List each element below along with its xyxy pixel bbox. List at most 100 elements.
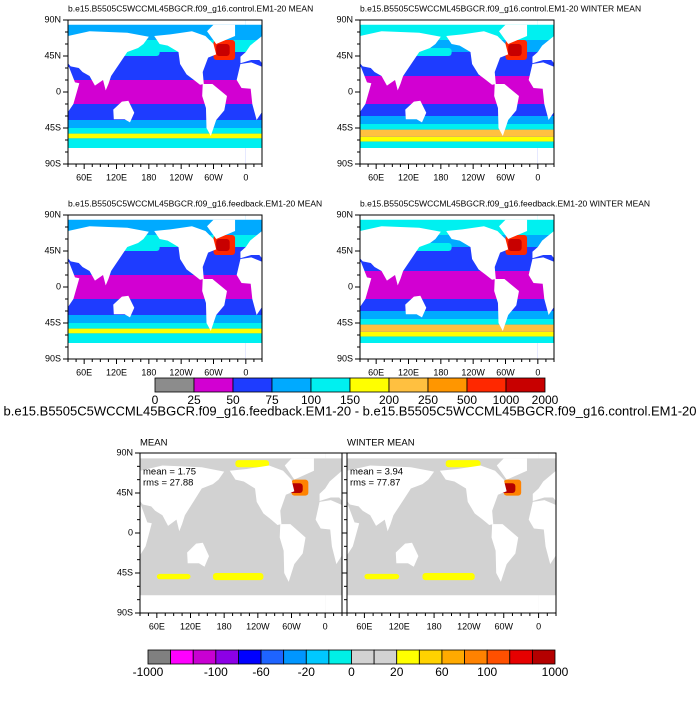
colorbar-label: 500 xyxy=(457,393,477,407)
colorbar-box xyxy=(193,377,234,393)
colorbar-label: 60 xyxy=(435,665,449,679)
land xyxy=(240,231,262,259)
colorbar-box xyxy=(486,649,511,665)
colorbar-box xyxy=(215,649,239,665)
land xyxy=(494,84,519,136)
map xyxy=(0,453,342,613)
stat-text: mean = 3.94 xyxy=(350,467,403,478)
land xyxy=(13,220,41,239)
y-tick-label: 90S xyxy=(117,607,133,617)
field-patch xyxy=(235,460,270,468)
land xyxy=(236,62,262,120)
field-band xyxy=(360,299,554,311)
land xyxy=(307,101,328,123)
land xyxy=(279,524,306,582)
x-tick-label: 120W xyxy=(461,172,485,182)
colorbar-label: 1000 xyxy=(493,393,520,407)
land xyxy=(405,295,427,318)
x-tick-label: 120W xyxy=(169,367,193,377)
x-tick-label: 120E xyxy=(106,367,127,377)
colorbar-label: -60 xyxy=(252,665,270,679)
land xyxy=(499,219,528,239)
y-tick-label: 45N xyxy=(44,245,61,255)
land xyxy=(140,465,225,532)
field-band xyxy=(68,128,262,134)
land xyxy=(532,231,554,259)
colorbar-label: 200 xyxy=(379,393,399,407)
land xyxy=(245,343,262,359)
land xyxy=(315,500,342,565)
land xyxy=(360,31,441,91)
y-tick-label: 45S xyxy=(337,317,353,327)
land xyxy=(360,261,372,307)
heading: b.e15.B5505C5WCCML45BGCR.f09_g16.feedbac… xyxy=(4,403,697,418)
land xyxy=(360,66,372,112)
colorbar-box xyxy=(192,649,217,665)
land xyxy=(599,296,620,318)
colorbar-box xyxy=(232,377,273,393)
colorbar-label: -1000 xyxy=(133,665,164,679)
field-band xyxy=(360,124,554,130)
land xyxy=(499,24,528,44)
y-tick-label: 90N xyxy=(44,14,61,24)
colorbar-box xyxy=(310,377,351,393)
x-tick-label: 0 xyxy=(243,367,248,377)
x-tick-label: 180 xyxy=(141,367,156,377)
field-patch xyxy=(422,573,475,581)
colorbar-box xyxy=(260,649,285,665)
x-tick-label: 0 xyxy=(323,621,328,631)
land xyxy=(229,465,295,525)
land xyxy=(305,25,333,44)
y-tick-label: 45N xyxy=(116,487,133,497)
land xyxy=(405,100,427,123)
field-band xyxy=(68,328,262,334)
land xyxy=(13,25,41,44)
land xyxy=(528,257,554,315)
panel: b.e15.B5505C5WCCML45BGCR.f09_g16.control… xyxy=(13,3,328,182)
x-tick-label: 180 xyxy=(433,172,448,182)
field-band xyxy=(360,141,554,148)
panel-title: MEAN xyxy=(140,438,168,449)
field-patch xyxy=(445,460,481,468)
colorbar-label: 150 xyxy=(340,393,360,407)
y-tick-label: 90N xyxy=(44,209,61,219)
colorbar-box xyxy=(238,649,262,665)
panel: b.e15.B5505C5WCCML45BGCR.f09_g16.feedbac… xyxy=(336,198,700,377)
colorbar-label: 100 xyxy=(477,665,497,679)
field-band xyxy=(360,311,554,319)
colorbar-label: 20 xyxy=(390,665,404,679)
land xyxy=(688,279,700,331)
land xyxy=(538,453,556,459)
land xyxy=(154,226,217,280)
x-tick-label: 120E xyxy=(106,172,127,182)
colorbar-label: 0 xyxy=(348,665,355,679)
land xyxy=(532,36,554,64)
land xyxy=(202,84,227,136)
x-tick-label: 60W xyxy=(204,172,223,182)
land xyxy=(300,84,325,136)
colorbar-box xyxy=(418,649,443,665)
colorbar-label: 25 xyxy=(187,393,201,407)
colorbar-label: 0 xyxy=(152,393,159,407)
x-tick-label: 180 xyxy=(217,621,232,631)
land xyxy=(0,543,7,567)
field-band xyxy=(68,323,262,329)
x-tick-label: 180 xyxy=(141,172,156,182)
x-tick-label: 60E xyxy=(368,172,384,182)
colorbar-box xyxy=(427,377,468,393)
colorbar-box xyxy=(170,649,194,665)
stat-text: mean = 1.75 xyxy=(143,467,196,478)
land xyxy=(446,31,509,85)
y-tick-label: 90S xyxy=(45,158,61,168)
panel-title: WINTER MEAN xyxy=(347,438,415,449)
field-patch xyxy=(508,239,522,251)
land xyxy=(325,453,342,459)
colorbar-label: 2000 xyxy=(532,393,559,407)
field-band xyxy=(360,116,554,124)
x-tick-label: 60W xyxy=(496,172,515,182)
land xyxy=(187,542,210,567)
land xyxy=(0,595,123,613)
